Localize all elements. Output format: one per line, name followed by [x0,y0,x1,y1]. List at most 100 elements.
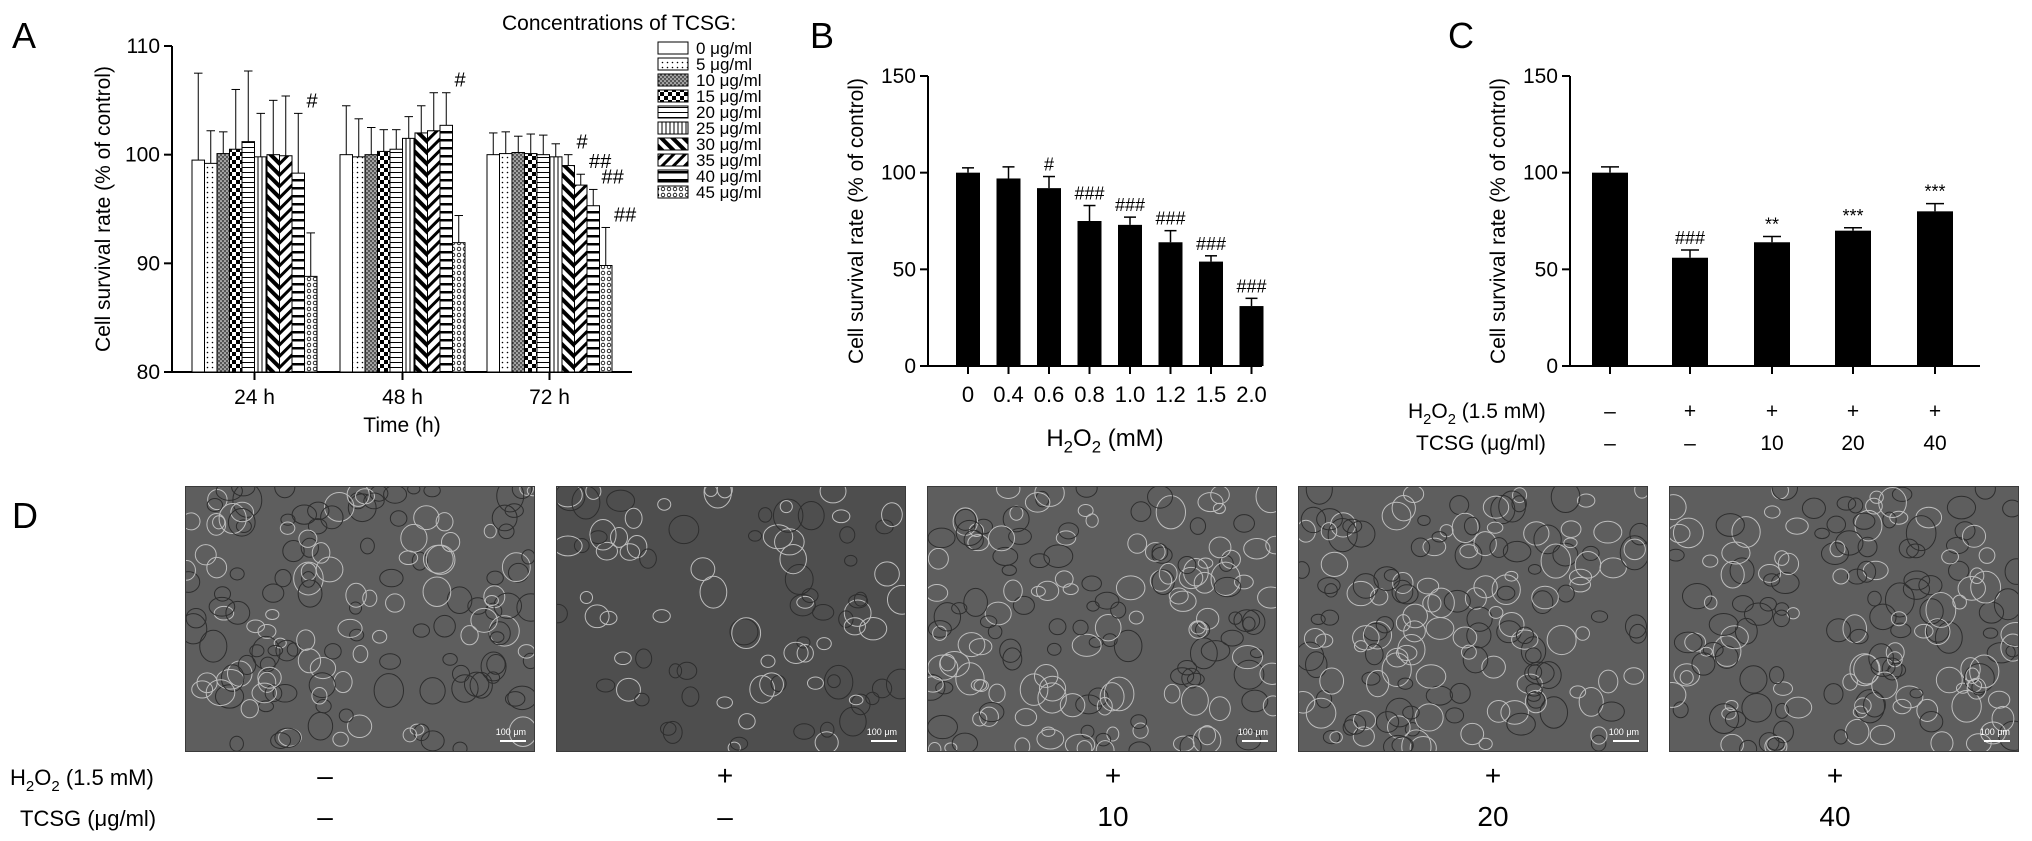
cell-outline [1915,506,1943,529]
cell-outline [320,505,344,530]
cell-outline [1524,661,1555,685]
cell-outline [237,654,257,675]
cell-outline [1094,614,1122,642]
cell-outline [186,607,207,629]
cell-outline [1197,557,1214,569]
cell-outline [1511,629,1539,650]
cell-outline [522,652,534,670]
cell-outline [1849,653,1880,687]
cell-outline [1691,652,1716,676]
cell-outline [1402,603,1428,629]
chart-c-h2o2-value: + [1766,400,1778,423]
cell-outline [1233,514,1255,533]
cell-outline [1103,676,1135,712]
chart-c: 0 50 100 150 Cell survival rate (% of contro… [1408,65,1980,455]
cell-outline [1228,611,1243,625]
cell-outline [235,519,252,533]
chart-a-y-tick-label: 80 [137,361,160,384]
cell-outline [1720,560,1745,589]
cell-outline [1906,543,1926,559]
cell-outline [1058,522,1080,540]
cell-outline [1262,695,1276,717]
cell-outline [762,524,794,550]
micrograph-background [557,487,905,751]
cell-outline [1946,495,1977,520]
cell-outline [1488,606,1504,619]
cell-outline [2004,558,2018,585]
chart-a-y-tick-label: 90 [137,252,160,275]
chart-a-annotation: ## [589,151,612,173]
cell-outline [1672,517,1704,549]
cell-outline [1988,690,2011,709]
cell-outline [1075,487,1098,498]
panel-d-h2o2-value: – [317,760,333,791]
cell-outline [1233,609,1261,633]
chart-c-y-tick-label: 150 [1523,65,1558,88]
cell-outline [407,487,421,495]
cell-outline [186,512,201,531]
chart-b-x-tick-label: 1.5 [1196,382,1227,407]
cell-outline [1721,707,1737,720]
cell-outline [251,682,277,704]
chart-b-annotation: ### [1236,276,1266,296]
cell-outline [338,708,354,723]
cell-outline [1178,566,1204,590]
cell-outline [272,683,298,703]
cell-outline [1771,572,1800,595]
cell-outline [1708,703,1740,734]
cell-outline [1546,624,1577,656]
scale-bar-label-3: 100 μm [1237,727,1268,737]
cell-outline [1019,673,1049,706]
cell-outline [323,491,355,522]
cell-outline [1496,585,1516,601]
cell-outline [928,547,949,570]
cell-outline [262,583,285,603]
cell-outline [402,727,418,743]
cell-outline [967,534,990,552]
cell-outline [1300,506,1327,534]
cell-outline [1951,689,1982,723]
cell-outline [413,723,430,742]
cell-outline [963,587,988,617]
cell-outline [1526,691,1546,709]
cell-outline [595,541,618,561]
cell-outline [1128,610,1144,625]
cell-outline [1526,691,1541,702]
cell-outline [1598,669,1619,694]
cell-outline [584,604,610,629]
cell-outline [372,629,388,644]
cell-outline [1128,741,1151,751]
cell-outline [1842,673,1858,691]
chart-a-legend-entry: 20 μg/ml [696,103,762,122]
cell-outline [1966,677,1987,700]
cell-outline [225,600,251,625]
cell-outline [573,538,590,554]
cell-outline [1299,561,1310,579]
cell-outline [1504,570,1519,582]
panel-d-tcsg-value: – [317,801,333,832]
cell-outline [1342,518,1363,534]
cell-outline [1460,722,1485,746]
cell-outline [1763,573,1781,587]
chart-a-legend-entry: 35 μg/ml [696,151,762,170]
cell-outline [1451,512,1479,544]
cell-outline [1255,487,1276,514]
cell-outline [1213,576,1242,598]
chart-c-h2o2-value: + [1929,400,1941,423]
cell-outline [1961,524,1987,548]
cell-outline [240,699,259,719]
cell-outline [194,544,217,566]
cell-outline [1741,692,1773,723]
scale-bar-4 [1613,740,1639,742]
cell-outline [1820,542,1850,565]
cell-outline [704,487,718,497]
cell-outline [1552,542,1579,567]
cell-outline [1151,569,1175,596]
cell-outline [1395,584,1419,605]
cell-outline [839,706,867,737]
cell-outline [1563,537,1578,549]
cell-outline [1169,590,1197,612]
chart-a-x-tick-label: 24 h [234,386,275,409]
cell-outline [280,513,296,526]
cell-outline [1324,583,1338,598]
